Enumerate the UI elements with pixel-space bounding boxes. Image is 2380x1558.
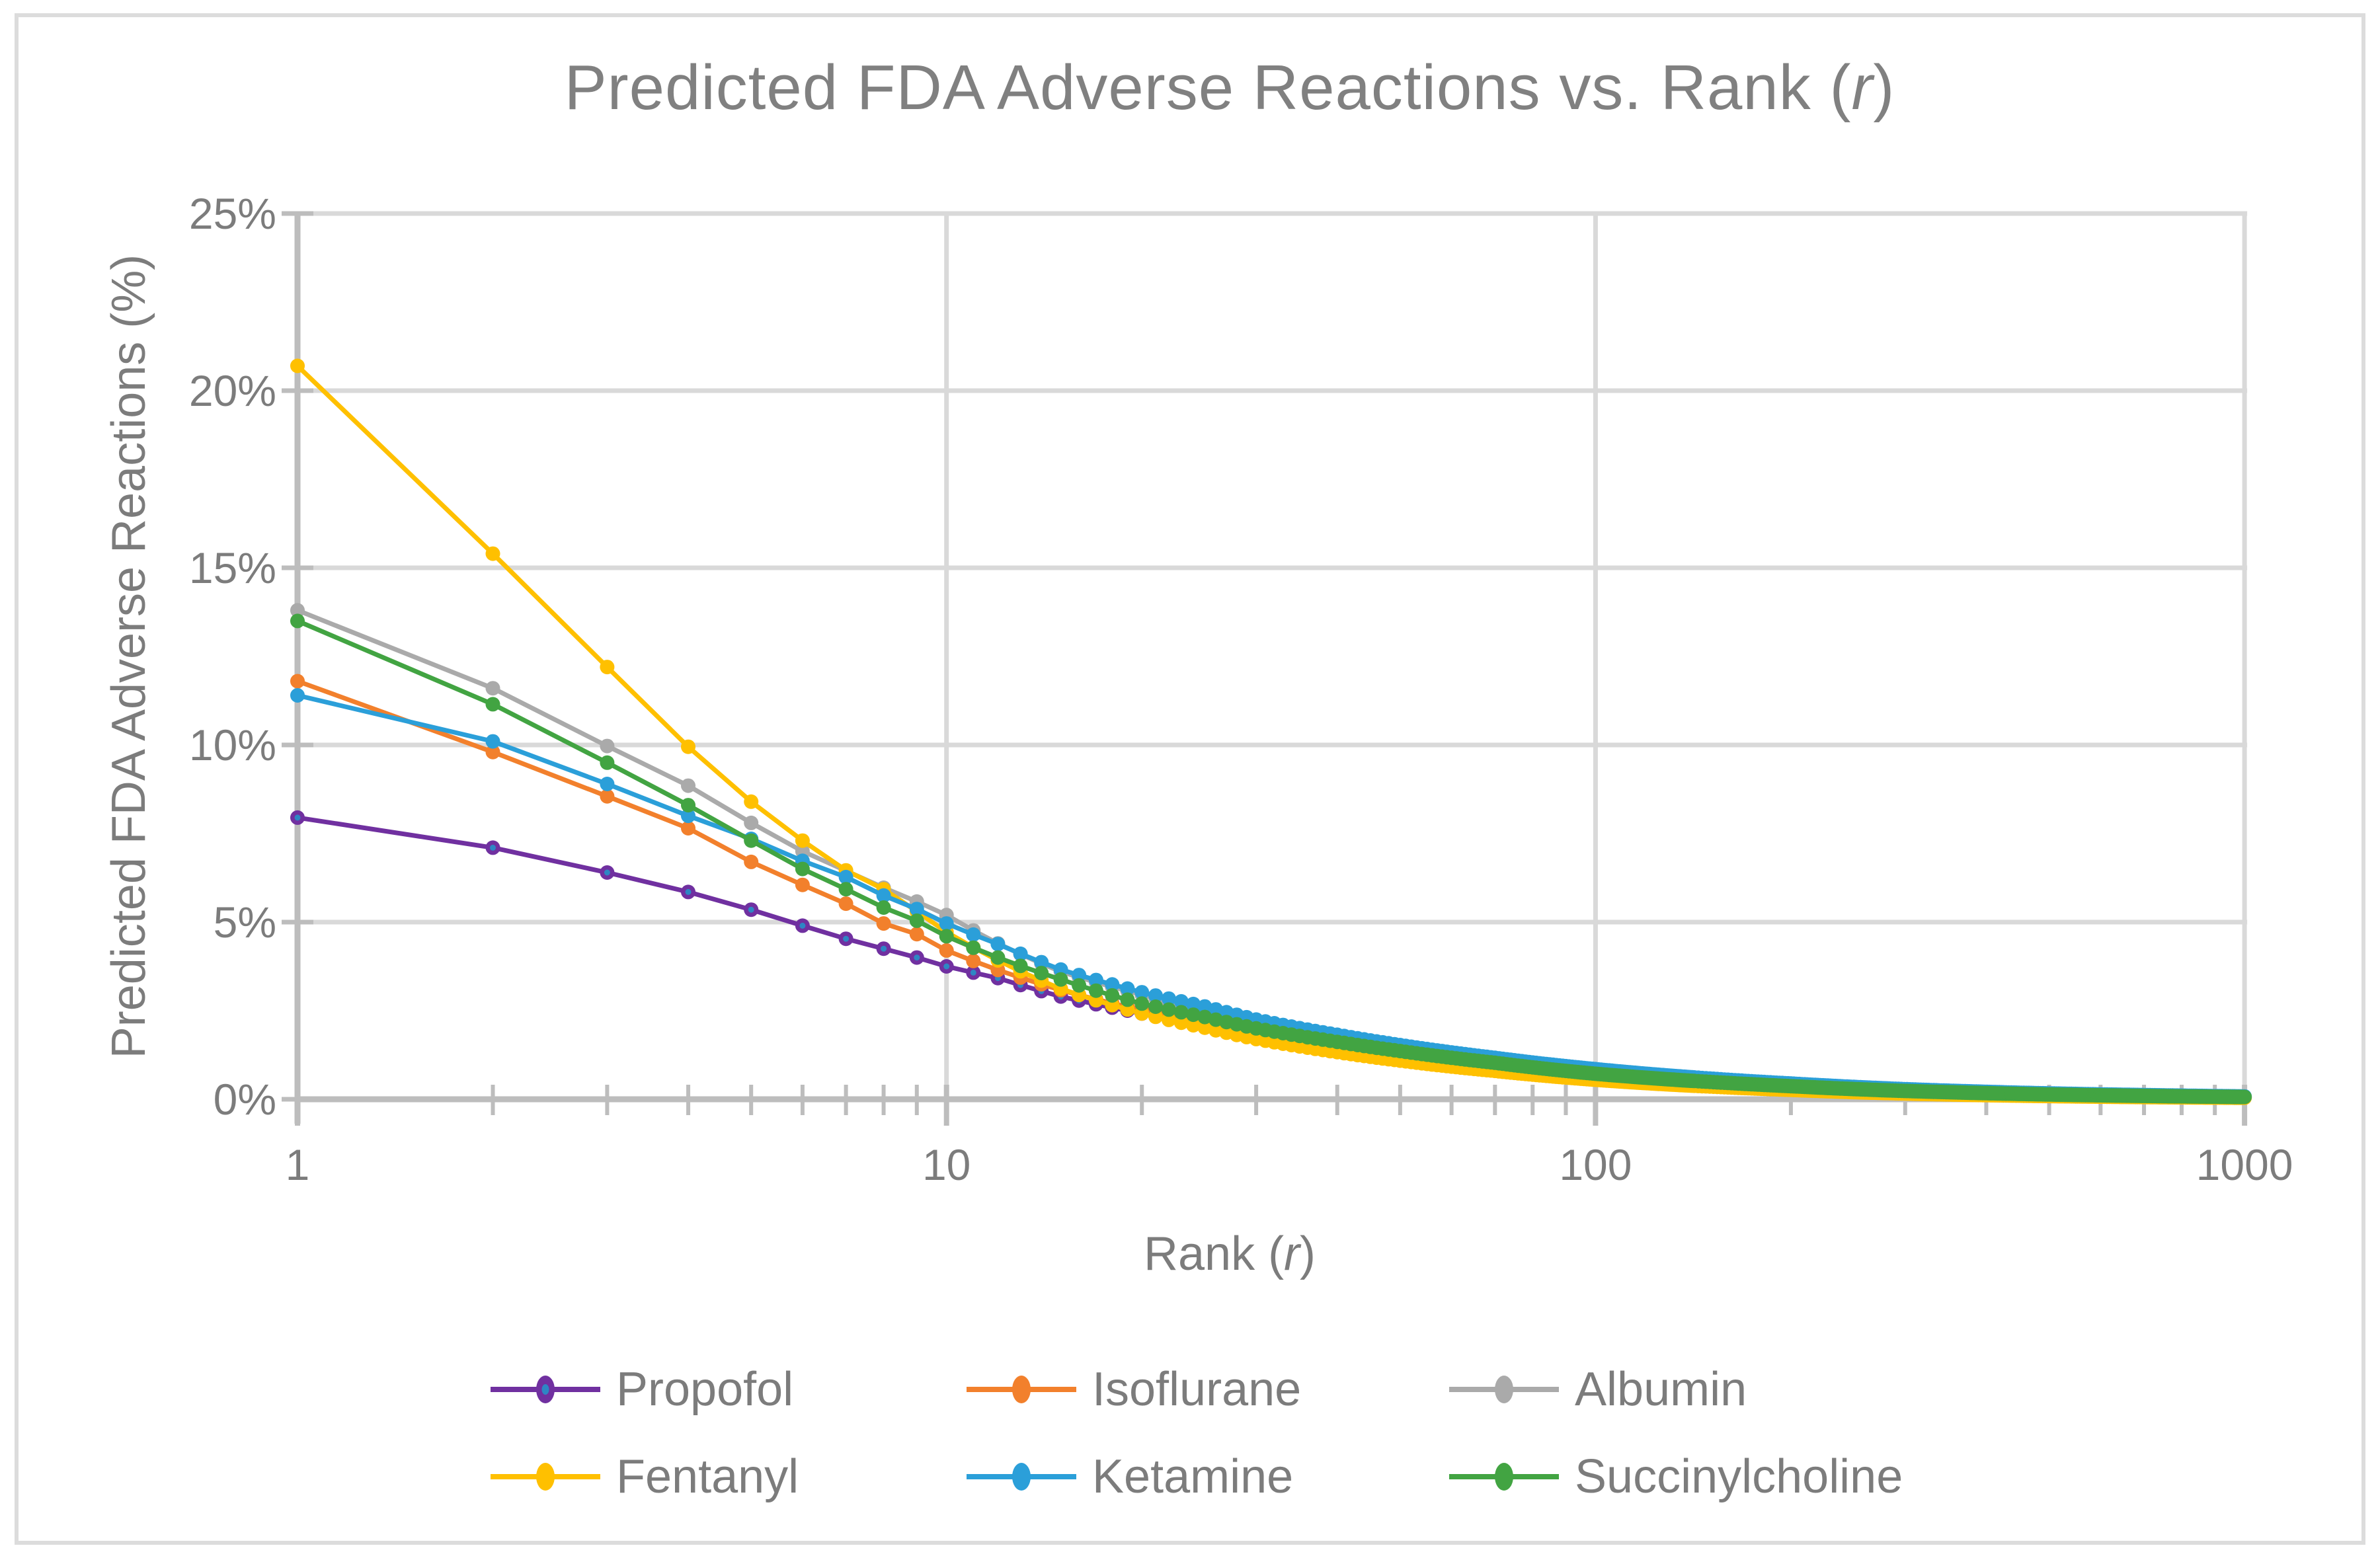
series-fentanyl	[290, 358, 2252, 1105]
y-tick-label: 0%	[213, 1075, 276, 1124]
axes-and-ticks	[282, 211, 2249, 1126]
x-tick-label: 1000	[2196, 1140, 2293, 1189]
x-tick-label: 1	[285, 1140, 310, 1189]
image-border	[15, 13, 2365, 1545]
gridlines	[295, 211, 2248, 1099]
chart-title: Predicted FDA Adverse Reactions vs. Rank…	[564, 52, 1895, 123]
y-tick-label: 20%	[188, 366, 276, 415]
series-succinylcholine	[290, 613, 2252, 1105]
y-tick-label: 5%	[213, 898, 276, 947]
y-tick-label: 10%	[188, 721, 276, 769]
x-axis-title: Rank (r)	[1143, 1227, 1316, 1280]
data-series	[290, 358, 2252, 1105]
x-tick-label: 100	[1559, 1140, 1632, 1189]
y-tick-label: 25%	[188, 189, 276, 238]
y-tick-label: 15%	[188, 543, 276, 592]
x-tick-label: 10	[922, 1140, 971, 1189]
series-propofol	[290, 810, 2252, 1105]
